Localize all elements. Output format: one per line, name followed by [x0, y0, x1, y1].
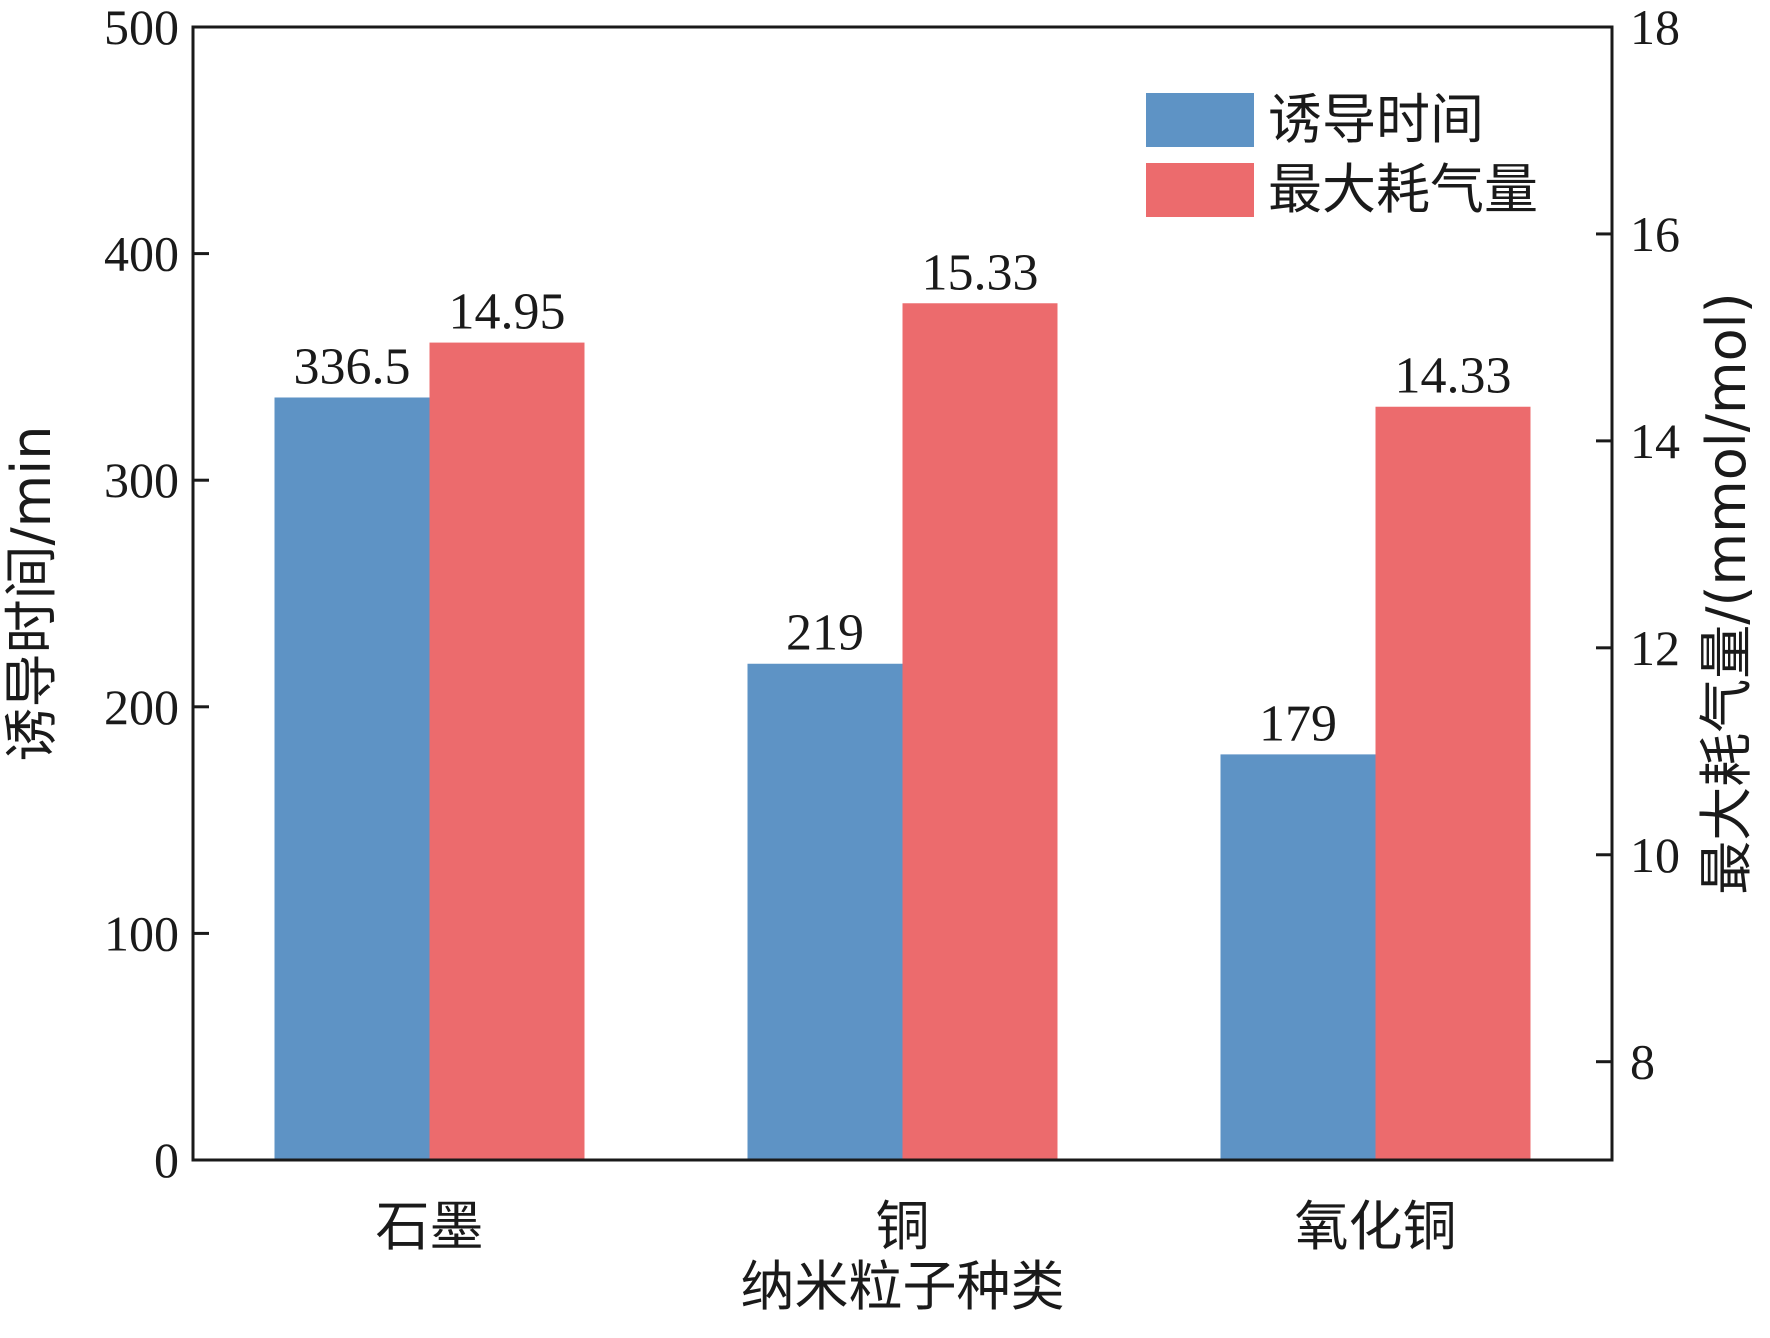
left-tick-label: 300: [104, 452, 179, 508]
right-tick-label: 14: [1630, 413, 1680, 469]
left-axis-title: 诱导时间/min: [0, 425, 63, 761]
legend-swatch: [1146, 93, 1254, 147]
category-label: 氧化铜: [1295, 1195, 1457, 1258]
bar-induction-time-1: [747, 663, 903, 1160]
legend-label: 最大耗气量: [1268, 158, 1538, 221]
left-tick-label: 400: [104, 226, 179, 282]
right-tick-label: 18: [1630, 0, 1680, 55]
x-axis: 石墨 铜 氧化铜: [376, 1195, 1457, 1258]
legend-label: 诱导时间: [1268, 88, 1484, 151]
x-axis-title: 纳米粒子种类: [741, 1255, 1065, 1318]
right-tick-label: 16: [1630, 206, 1680, 262]
category-label: 铜: [876, 1195, 930, 1258]
right-tick-label: 10: [1630, 827, 1680, 883]
bars-layer: [274, 303, 1531, 1161]
right-axis-title: 最大耗气量/(mmol/mol): [1695, 292, 1758, 894]
right-tick-label: 8: [1630, 1034, 1655, 1090]
data-label: 179: [1259, 695, 1337, 752]
bar-induction-time-2: [1220, 754, 1376, 1160]
data-label: 15.33: [922, 244, 1039, 301]
right-axis: 8 10 12 14 16 18: [1596, 0, 1680, 1090]
left-axis: 0 100 200 300 400 500: [104, 0, 209, 1188]
data-label: 14.33: [1395, 348, 1512, 405]
left-tick-label: 0: [154, 1132, 179, 1188]
data-label: 219: [786, 605, 864, 662]
left-tick-label: 100: [104, 905, 179, 961]
data-label: 336.5: [294, 338, 411, 395]
bar-max-gas-consumption-2: [1375, 406, 1531, 1160]
left-tick-label: 500: [104, 0, 179, 55]
bar-max-gas-consumption-1: [902, 303, 1058, 1160]
legend-swatch: [1146, 163, 1254, 217]
data-labels-layer: 336.5 14.95 219 15.33 179 14.33: [294, 244, 1512, 752]
bar-induction-time-0: [274, 397, 430, 1161]
bar-max-gas-consumption-0: [429, 342, 585, 1160]
plot-frame: [191, 25, 1614, 1162]
category-label: 石墨: [376, 1195, 484, 1258]
data-label: 14.95: [449, 284, 566, 341]
left-tick-label: 200: [104, 679, 179, 735]
right-tick-label: 12: [1630, 620, 1680, 676]
